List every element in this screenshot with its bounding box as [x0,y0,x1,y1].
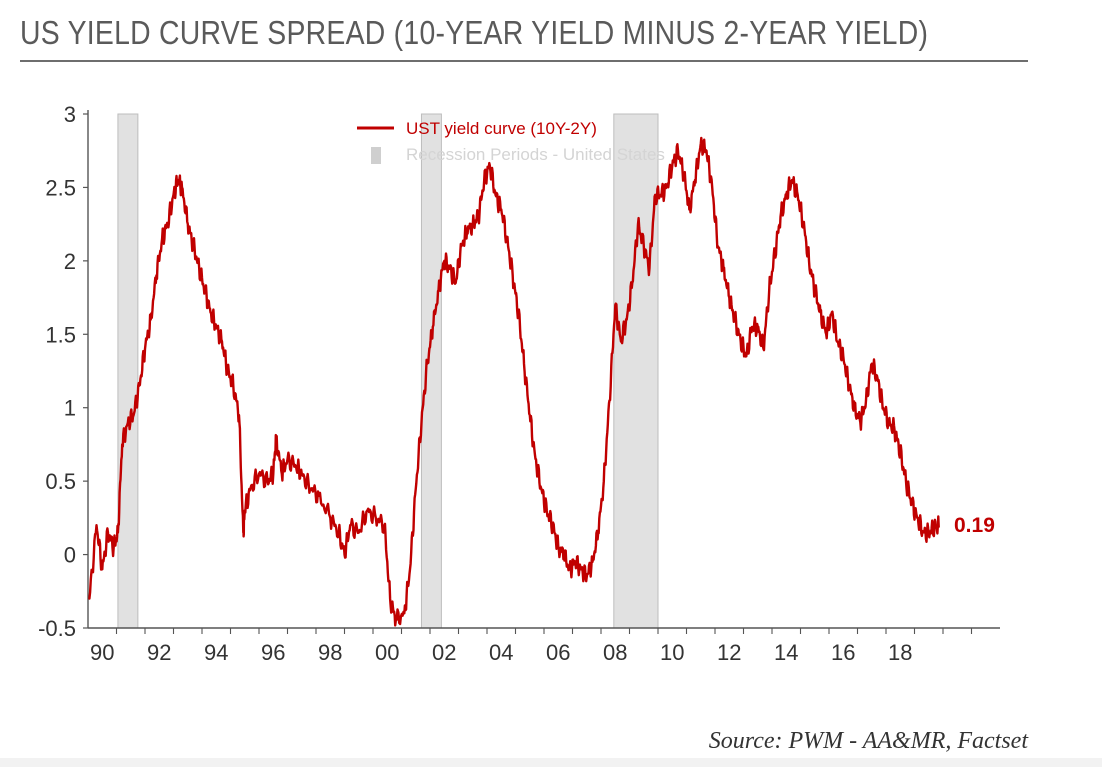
x-tick-label: 16 [831,640,855,665]
x-tick-label: 10 [660,640,684,665]
x-tick-label: 04 [489,640,513,665]
recession-band-2 [613,113,659,629]
y-tick-label: 2 [64,249,76,274]
recession-band-1 [420,113,442,629]
x-tick-label: 14 [774,640,798,665]
y-tick-label: 0.5 [45,469,76,494]
x-tick-label: 06 [546,640,570,665]
last-value-label: 0.19 [954,514,995,537]
legend: UST yield curve (10Y-2Y) Recession Perio… [357,119,665,164]
x-tick-label: 96 [261,640,285,665]
y-tick-label: 0 [64,543,76,568]
title-divider [20,60,1028,62]
x-tick-label: 02 [432,640,456,665]
source-note: Source: PWM - AA&MR, Factset [708,728,1028,754]
y-tick-label: 2.5 [45,175,76,200]
series-group [88,136,940,627]
y-tick-label: 1.5 [45,322,76,347]
x-tick-label: 18 [888,640,912,665]
recession-bands [117,113,659,629]
annotations: 0.19 [954,514,995,537]
x-tick-label: 00 [375,640,399,665]
y-tick-label: -0.5 [38,616,76,641]
x-tick-label: 08 [603,640,627,665]
x-tick-label: 90 [90,640,114,665]
x-tick-label: 12 [717,640,741,665]
x-tick-label: 94 [204,640,228,665]
x-tick-label: 92 [147,640,171,665]
y-tick-label: 1 [64,396,76,421]
x-tick-label: 98 [318,640,342,665]
legend-label-series: UST yield curve (10Y-2Y) [406,119,597,138]
legend-bar-swatch [371,147,381,164]
axes: -0.5 0 0.5 1 1.5 2 2.5 3 90 92 94 96 98 00 02 04 06 08 10 1… [38,102,1000,665]
series-line-0 [88,136,940,627]
recession-band-0 [117,113,139,629]
chart-title: US YIELD CURVE SPREAD (10-YEAR YIELD MIN… [20,14,929,51]
y-tick-label: 3 [64,102,76,127]
legend-label-recession: Recession Periods - United States [406,145,665,164]
bottom-edge [0,758,1102,767]
